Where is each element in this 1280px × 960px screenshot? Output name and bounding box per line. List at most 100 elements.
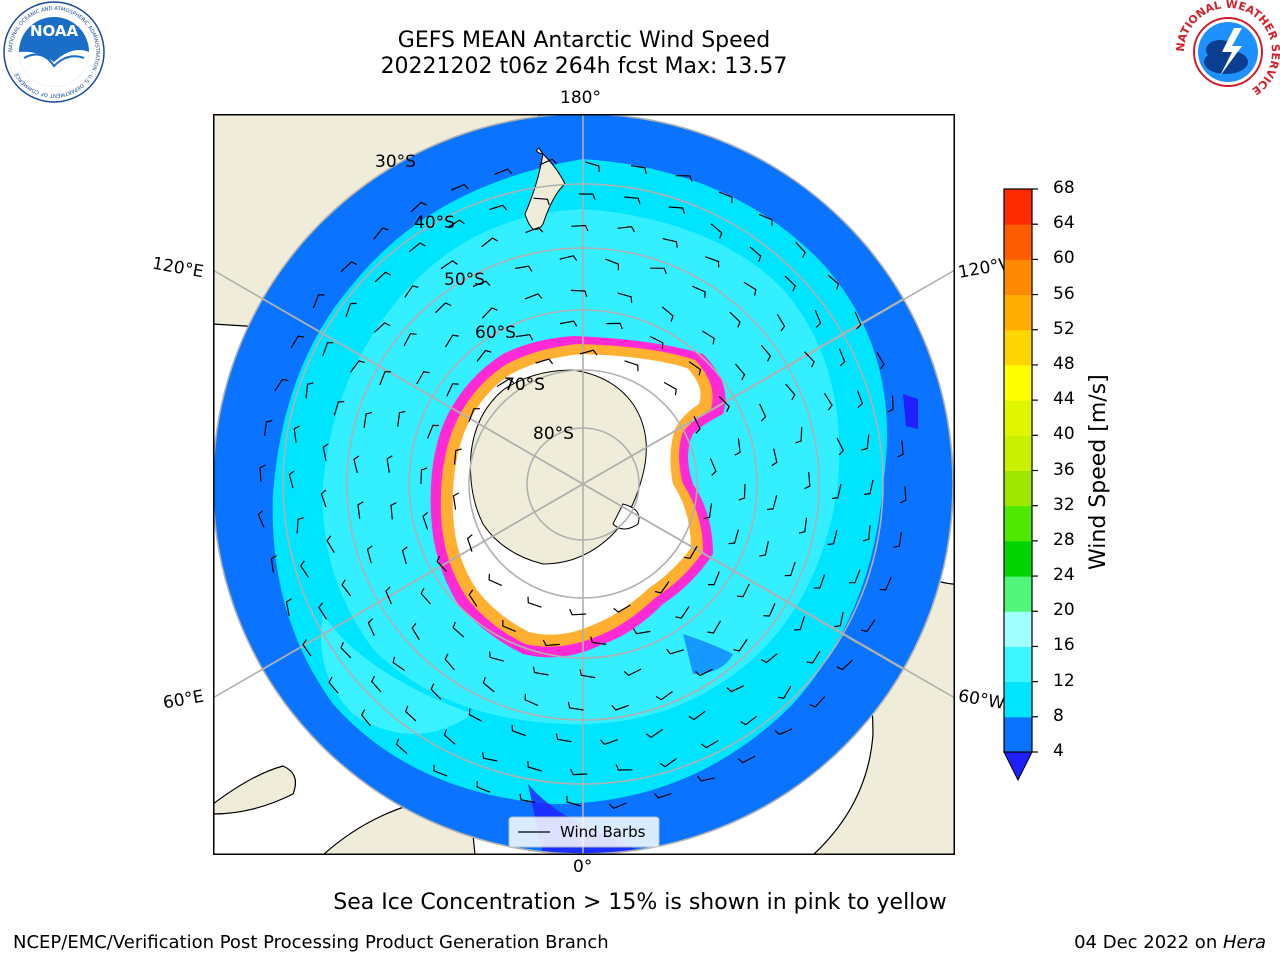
wind-barb xyxy=(758,213,773,226)
wind-barb xyxy=(733,639,748,652)
wind-barb xyxy=(827,274,840,290)
colorbar-segment xyxy=(1004,646,1032,683)
wind-barb xyxy=(482,752,498,762)
wind-barb xyxy=(571,224,589,232)
colorbar-segment xyxy=(1004,540,1032,577)
wind-barb xyxy=(749,246,762,262)
wind-barb xyxy=(688,361,702,376)
wind-barb xyxy=(737,755,756,764)
noaa-logo-text: NOAA xyxy=(30,22,79,40)
wind-barb xyxy=(345,302,357,318)
colorbar-segment xyxy=(1004,294,1032,331)
wind-barb xyxy=(363,412,373,428)
wind-barb xyxy=(876,351,885,370)
wind-barb xyxy=(579,669,596,679)
wind-barb xyxy=(453,448,462,465)
wind-barb xyxy=(804,351,815,368)
wind-barb xyxy=(440,260,458,270)
colorbar-tick-label: 52 xyxy=(1053,318,1075,339)
wind-barb xyxy=(624,360,639,372)
wind-barb xyxy=(726,685,745,693)
wind-barb xyxy=(451,183,469,191)
map-subtitle: 20221202 t06z 264h fcst Max: 13.57 xyxy=(380,54,788,79)
wind-barb xyxy=(759,541,769,557)
sea-ice-note: Sea Ice Concentration > 15% is shown in … xyxy=(333,890,947,915)
wind-barb xyxy=(305,382,314,399)
wind-barb xyxy=(737,583,750,598)
wind-barb xyxy=(468,408,480,423)
wind-barb xyxy=(318,602,328,620)
wind-barb xyxy=(370,675,382,693)
wind-barb xyxy=(645,728,664,739)
wind-barb xyxy=(856,390,864,409)
wind-barb xyxy=(385,586,392,605)
wind-barb xyxy=(404,705,417,722)
colorbar-segment xyxy=(1004,259,1032,296)
wind-barb xyxy=(397,410,406,427)
colorbar-tick-label: 16 xyxy=(1053,635,1075,656)
wind-barb xyxy=(476,780,491,793)
wind-barb xyxy=(836,437,845,456)
wind-barb xyxy=(771,448,778,467)
wind-barb xyxy=(718,395,730,413)
wind-barb xyxy=(862,525,871,542)
colorbar-tick-label: 4 xyxy=(1053,741,1064,761)
wind-barb xyxy=(466,534,473,552)
wind-barb xyxy=(697,775,715,782)
colorbar-tick-label: 28 xyxy=(1053,529,1075,550)
wind-barb xyxy=(533,197,550,206)
wind-barb xyxy=(728,529,739,545)
wind-barb xyxy=(514,265,533,272)
wind-barb xyxy=(838,348,846,367)
wind-barb xyxy=(631,165,647,174)
wind-barb xyxy=(701,739,719,749)
wind-barb xyxy=(900,486,907,504)
wind-barb xyxy=(666,648,684,655)
wind-barb xyxy=(452,492,460,510)
lat-label-30s: 30°S xyxy=(375,152,416,172)
wind-barb xyxy=(760,653,778,664)
wind-barb xyxy=(511,724,526,737)
wind-barb xyxy=(285,598,292,616)
wind-barb xyxy=(623,668,642,677)
wind-barb xyxy=(854,311,862,330)
colorbar xyxy=(1003,188,1038,782)
wind-barb xyxy=(379,371,391,386)
wind-barb xyxy=(489,204,508,211)
colorbar-tick-label: 40 xyxy=(1053,424,1075,445)
wind-barb xyxy=(416,371,430,385)
wind-barb xyxy=(312,294,325,309)
wind-barb xyxy=(613,604,631,613)
wind-barb xyxy=(340,642,352,659)
wind-barb xyxy=(617,292,633,303)
wind-barb xyxy=(707,620,722,634)
wind-barb xyxy=(559,255,578,262)
date-text: 04 Dec 2022 on Hera xyxy=(1074,932,1266,953)
wind-barb xyxy=(410,201,427,213)
wind-barb xyxy=(411,622,421,641)
wind-barb xyxy=(650,336,664,349)
wind-barb xyxy=(590,636,607,645)
wind-barb xyxy=(708,571,720,586)
wind-barbs-legend: Wind Barbs xyxy=(508,816,660,848)
wind-barb xyxy=(578,193,596,200)
wind-barb xyxy=(433,764,448,777)
lat-label-40s: 40°S xyxy=(414,213,455,233)
wind-barb xyxy=(427,424,439,439)
antarctic-map: Wind Barbs xyxy=(213,114,955,855)
colorbar-segment xyxy=(1004,400,1032,436)
colorbar-segment xyxy=(1004,576,1032,612)
wind-barb xyxy=(567,701,584,711)
wind-barb xyxy=(675,606,690,619)
colorbar-tick-label: 32 xyxy=(1053,494,1075,515)
colorbar-tick-label: 48 xyxy=(1053,353,1075,374)
wind-barb xyxy=(447,219,465,229)
wind-barb xyxy=(659,758,677,768)
lon-label-60e: 60°E xyxy=(161,686,206,714)
wind-barb xyxy=(555,733,572,743)
noaa-logo: NOAA NATIONAL OCEANIC AND ATMOSPHERIC AD… xyxy=(3,1,105,103)
wind-barb xyxy=(703,503,713,520)
wind-barb xyxy=(729,311,741,328)
map-frame xyxy=(213,114,955,855)
wind-barb xyxy=(519,793,536,803)
